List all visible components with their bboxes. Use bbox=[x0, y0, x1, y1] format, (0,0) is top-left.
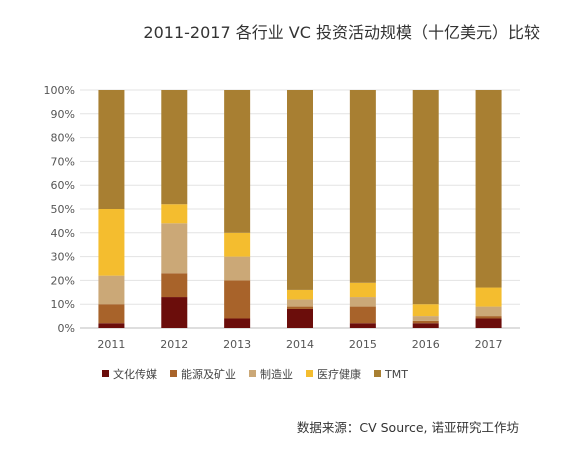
x-tick-label: 2013 bbox=[223, 338, 251, 351]
bar-segment bbox=[224, 232, 251, 257]
bar-segment bbox=[287, 299, 313, 307]
y-tick-label: 100% bbox=[44, 84, 75, 97]
x-tick-label: 2017 bbox=[475, 338, 503, 351]
bar-segment bbox=[287, 308, 313, 328]
y-tick-label: 80% bbox=[51, 132, 75, 145]
legend-swatch bbox=[374, 370, 381, 377]
bar-segment bbox=[475, 90, 502, 288]
y-axis: 0% 10% 20% 30% 40% 50% 60% 70% 80% 90% 100% bbox=[44, 84, 75, 335]
legend-label: TMT bbox=[384, 368, 408, 381]
bar-segment bbox=[98, 323, 125, 328]
legend: 文化传媒 能源及矿业 制造业 医疗健康 TMT bbox=[102, 367, 408, 381]
bar-segment bbox=[412, 320, 439, 324]
bar-segment bbox=[349, 306, 376, 324]
y-tick-label: 0% bbox=[58, 322, 75, 335]
bar-segment bbox=[98, 275, 125, 305]
bar-segment bbox=[161, 297, 188, 328]
legend-label: 医疗健康 bbox=[317, 367, 361, 381]
bar-segment bbox=[349, 282, 376, 298]
x-axis: 2011 2012 2013 2014 2015 2016 2017 bbox=[97, 338, 502, 351]
bar-segment bbox=[475, 287, 502, 307]
bar-segment bbox=[412, 90, 439, 305]
y-tick-label: 20% bbox=[51, 274, 75, 287]
bar-segment bbox=[412, 316, 439, 321]
bar-segment bbox=[349, 297, 376, 307]
legend-label: 文化传媒 bbox=[113, 367, 157, 381]
bar-segment bbox=[161, 90, 188, 205]
bar-segment bbox=[98, 209, 125, 276]
bar-segment bbox=[224, 280, 251, 319]
x-tick-label: 2014 bbox=[286, 338, 314, 351]
legend-label: 能源及矿业 bbox=[181, 367, 236, 381]
bar-segment bbox=[349, 323, 376, 328]
bar-segment bbox=[475, 306, 502, 317]
bar-segment bbox=[287, 306, 313, 309]
bar-segment bbox=[161, 273, 188, 298]
x-tick-label: 2011 bbox=[97, 338, 125, 351]
bar-segment bbox=[98, 304, 125, 324]
y-tick-label: 10% bbox=[51, 298, 75, 311]
bar-segment bbox=[412, 323, 439, 328]
legend-label: 制造业 bbox=[260, 367, 293, 381]
bar-segment bbox=[224, 318, 251, 328]
y-tick-label: 30% bbox=[51, 251, 75, 264]
bar-segment bbox=[475, 316, 502, 319]
x-tick-label: 2012 bbox=[160, 338, 188, 351]
bar-segment bbox=[287, 90, 313, 290]
bar-segment bbox=[161, 223, 188, 274]
y-tick-label: 60% bbox=[51, 179, 75, 192]
legend-swatch bbox=[170, 370, 177, 377]
y-tick-label: 40% bbox=[51, 227, 75, 240]
legend-swatch bbox=[306, 370, 313, 377]
bar-segment bbox=[475, 318, 502, 328]
bar-segment bbox=[224, 256, 251, 281]
legend-swatch bbox=[249, 370, 256, 377]
source-note: 数据来源：CV Source, 诺亚研究工作坊 bbox=[297, 420, 519, 435]
y-tick-label: 70% bbox=[51, 155, 75, 168]
bar-segment bbox=[98, 90, 125, 209]
bar-segment bbox=[412, 304, 439, 317]
y-tick-label: 90% bbox=[51, 108, 75, 121]
bars bbox=[98, 90, 502, 328]
x-tick-label: 2016 bbox=[412, 338, 440, 351]
bar-segment bbox=[161, 204, 188, 224]
legend-swatch bbox=[102, 370, 109, 377]
chart-title: 2011-2017 各行业 VC 投资活动规模（十亿美元）比较 bbox=[143, 23, 540, 42]
y-tick-label: 50% bbox=[51, 203, 75, 216]
bar-segment bbox=[349, 90, 376, 283]
x-tick-label: 2015 bbox=[349, 338, 377, 351]
bar-segment bbox=[287, 289, 313, 300]
bar-segment bbox=[224, 90, 251, 233]
